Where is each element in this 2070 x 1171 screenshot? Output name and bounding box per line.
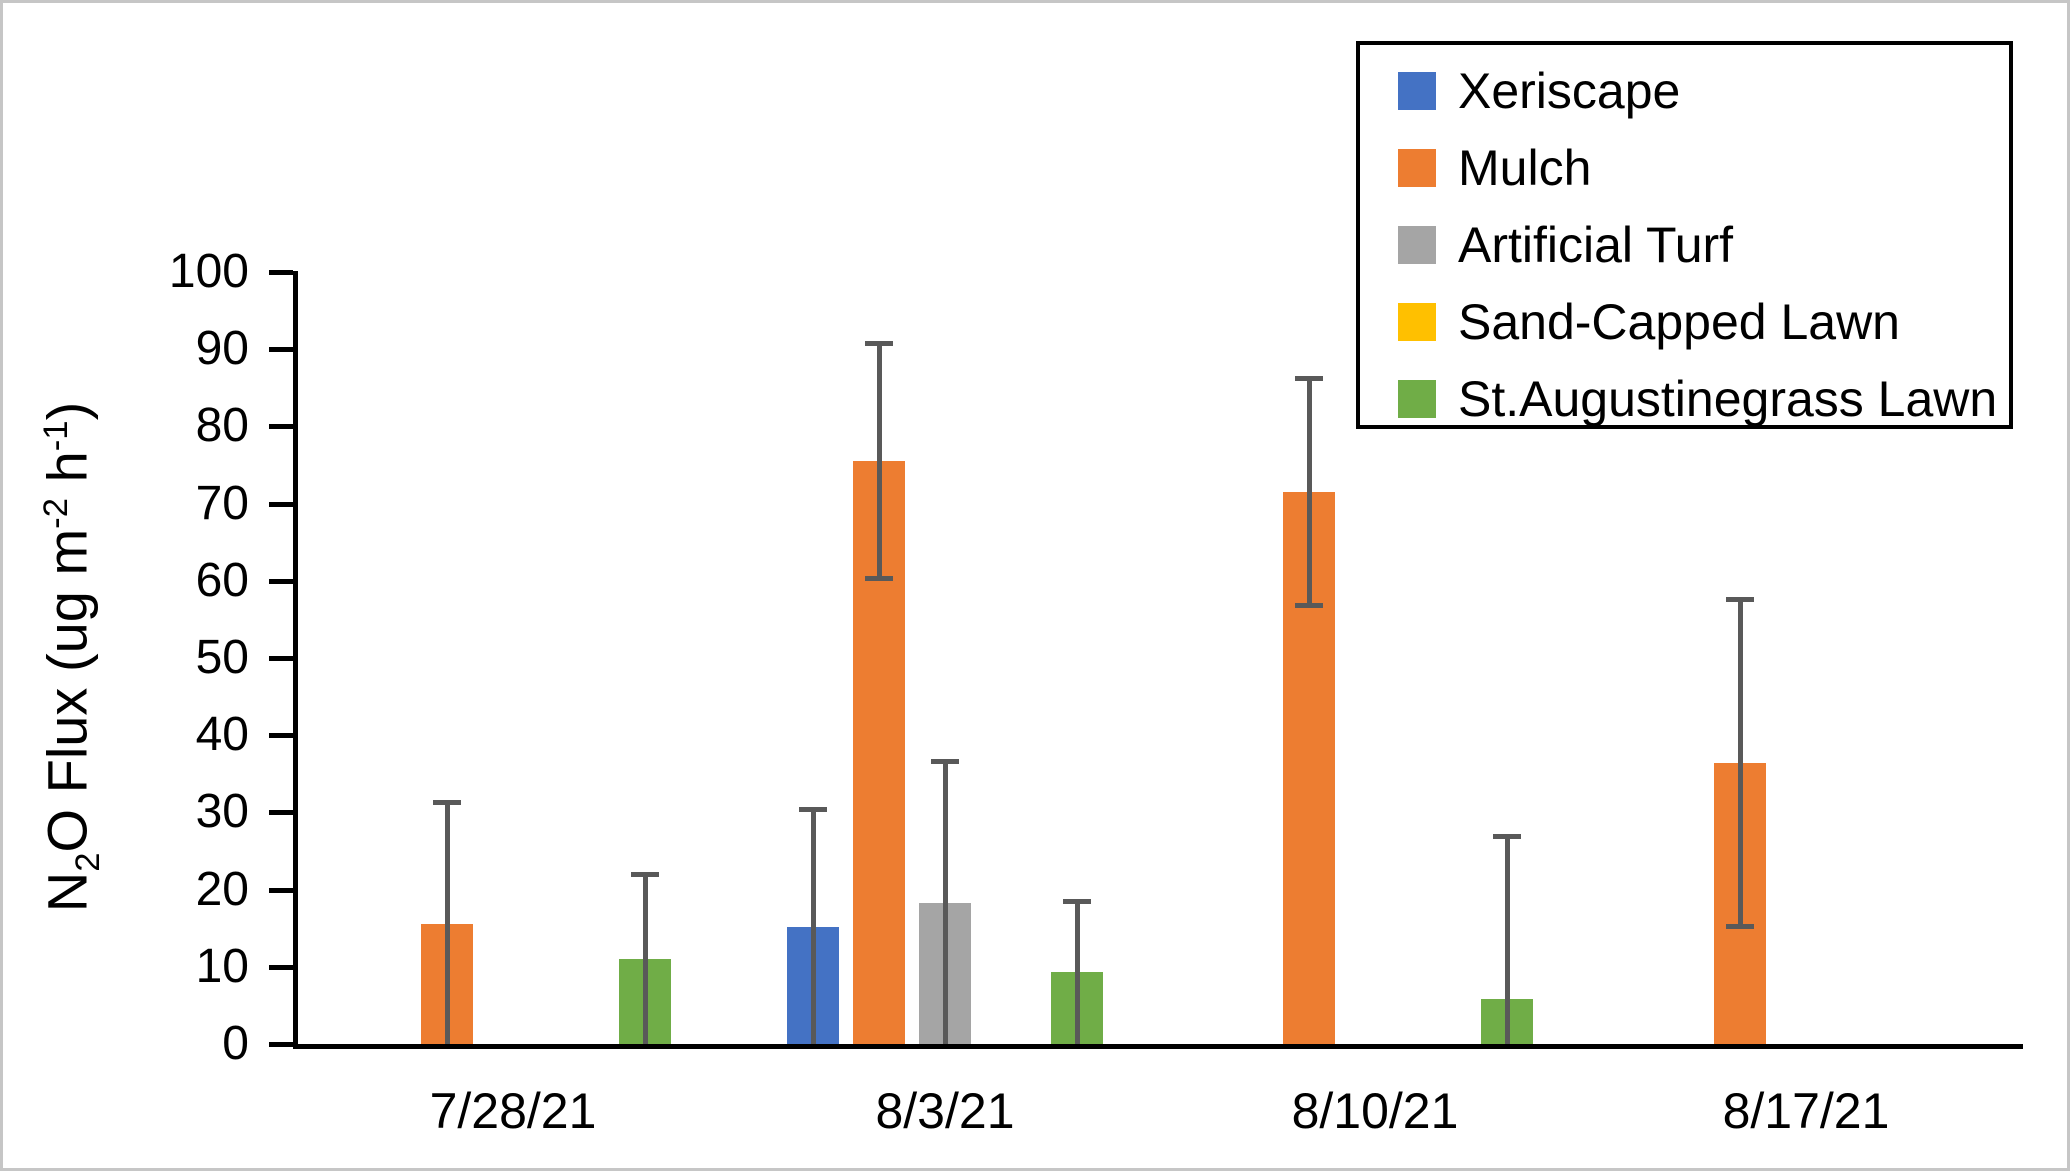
- y-axis-title-segment: -1: [37, 420, 75, 452]
- y-tick-mark: [269, 810, 293, 816]
- y-tick-mark: [269, 270, 293, 275]
- legend-item-sand-capped-lawn: Sand-Capped Lawn: [1398, 294, 1900, 350]
- x-tick-label: 8/3/21: [875, 1083, 1015, 1139]
- y-tick-label: 30: [195, 785, 249, 839]
- y-tick-label: 80: [195, 399, 249, 453]
- x-tick-label: 7/28/21: [429, 1083, 597, 1139]
- legend-label: St.Augustinegrass Lawn: [1458, 371, 1998, 427]
- y-axis-line: [293, 271, 298, 1049]
- error-bar-cap-top: [631, 872, 659, 878]
- error-bar-cap-top: [1726, 596, 1754, 602]
- legend-swatch-icon: [1398, 72, 1436, 110]
- error-bar-line: [1504, 836, 1510, 1044]
- legend-label: Mulch: [1458, 140, 1592, 196]
- x-axis-line: [293, 1044, 2023, 1049]
- error-bar-cap-bottom: [865, 576, 893, 582]
- error-bar-line: [1737, 598, 1743, 928]
- y-tick-mark: [269, 887, 293, 893]
- legend-label: Artificial Turf: [1458, 217, 1734, 273]
- legend-item-xeriscape: Xeriscape: [1398, 63, 1681, 119]
- legend-swatch-icon: [1398, 380, 1436, 418]
- error-bar-line: [810, 808, 816, 1044]
- y-tick-mark: [269, 578, 293, 584]
- y-tick-mark: [269, 964, 293, 970]
- y-tick-mark: [269, 1042, 293, 1047]
- y-tick-label: 90: [195, 322, 249, 376]
- error-bar-cap-top: [1493, 834, 1521, 840]
- y-tick-label: 60: [195, 553, 249, 607]
- y-tick-mark: [269, 424, 293, 430]
- error-bar-cap-bottom: [1726, 924, 1754, 930]
- legend-item-mulch: Mulch: [1398, 140, 1592, 196]
- legend-label: Sand-Capped Lawn: [1458, 294, 1900, 350]
- legend-item-artificial-turf: Artificial Turf: [1398, 217, 1734, 273]
- legend-item-st-augustinegrass-lawn: St.Augustinegrass Lawn: [1398, 371, 1998, 427]
- y-tick-mark: [269, 656, 293, 661]
- y-axis-title-segment: h: [35, 451, 99, 498]
- y-axis-title-segment: ): [35, 401, 99, 421]
- x-tick-label: 8/17/21: [1722, 1083, 1890, 1139]
- y-tick-label: 20: [195, 862, 249, 916]
- legend-swatch-icon: [1398, 149, 1436, 187]
- y-tick-label: 0: [222, 1017, 249, 1070]
- y-tick-mark: [269, 501, 293, 507]
- y-axis-title-segment: N: [35, 871, 99, 913]
- error-bar-cap-bottom: [1295, 603, 1323, 609]
- legend-label: Xeriscape: [1458, 63, 1681, 119]
- y-tick-label: 10: [195, 939, 249, 993]
- error-bar-cap-top: [865, 341, 893, 347]
- y-axis-title-segment: -2: [37, 497, 75, 529]
- error-bar-line: [642, 874, 648, 1044]
- y-axis-title-segment: 2: [68, 852, 107, 872]
- y-axis-title-segment: O Flux (ug m: [35, 528, 99, 853]
- legend-swatch-icon: [1398, 226, 1436, 264]
- error-bar-line: [1306, 377, 1312, 607]
- x-tick-label: 8/10/21: [1291, 1083, 1459, 1139]
- y-axis-title: N2O Flux (ug m-2 h-1): [21, 207, 107, 1107]
- y-tick-label: 40: [195, 708, 249, 762]
- error-bar-line: [942, 761, 948, 1044]
- y-tick-mark: [269, 347, 293, 353]
- error-bar-cap-top: [1295, 375, 1323, 381]
- legend-swatch-icon: [1398, 303, 1436, 341]
- error-bar-line: [876, 343, 882, 580]
- y-tick-label: 100: [168, 245, 249, 298]
- error-bar-cap-top: [1063, 899, 1091, 905]
- y-tick-label: 50: [195, 631, 249, 684]
- legend: Xeriscape Mulch Artificial Turf Sand-Capped…: [1356, 41, 2013, 429]
- error-bar-cap-top: [433, 800, 461, 806]
- y-tick-mark: [269, 733, 293, 739]
- error-bar-cap-top: [931, 759, 959, 765]
- error-bar-cap-top: [799, 806, 827, 812]
- error-bar-line: [1074, 901, 1080, 1044]
- y-tick-label: 70: [195, 476, 249, 530]
- error-bar-line: [444, 802, 450, 1044]
